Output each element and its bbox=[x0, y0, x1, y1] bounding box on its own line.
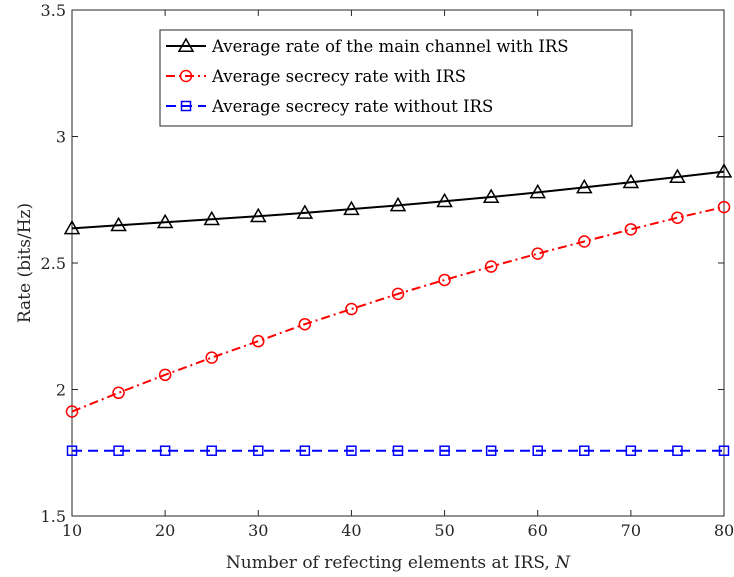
data-point bbox=[392, 445, 404, 456]
data-point bbox=[622, 173, 640, 189]
data-point bbox=[624, 223, 638, 236]
x-tick-label: 80 bbox=[714, 521, 734, 540]
data-point bbox=[299, 445, 311, 456]
data-point bbox=[159, 445, 171, 456]
data-point bbox=[203, 210, 221, 226]
legend-label: Average secrecy rate without IRS bbox=[211, 97, 493, 116]
data-point bbox=[482, 188, 500, 203]
x-tick-label: 50 bbox=[434, 521, 454, 540]
data-point bbox=[298, 317, 312, 331]
data-point bbox=[436, 192, 453, 208]
x-axis-label: Number of refecting elements at IRS, N bbox=[226, 553, 571, 573]
legend-marker bbox=[179, 69, 193, 83]
series-layer bbox=[63, 163, 733, 456]
data-point bbox=[252, 334, 265, 348]
data-point bbox=[672, 445, 683, 456]
x-tick-label: 40 bbox=[341, 521, 361, 540]
data-point bbox=[346, 445, 357, 456]
legend-marker bbox=[180, 100, 192, 112]
series-line bbox=[71, 170, 725, 230]
data-point bbox=[391, 287, 405, 301]
data-point bbox=[575, 178, 593, 194]
y-tick-label: 3 bbox=[56, 128, 66, 147]
data-point bbox=[345, 302, 358, 316]
legend-box bbox=[159, 29, 633, 127]
data-point bbox=[439, 445, 450, 456]
x-tick-label: 10 bbox=[62, 521, 82, 540]
data-point bbox=[715, 163, 733, 178]
x-tick-label: 60 bbox=[528, 521, 548, 540]
y-tick-label: 2.5 bbox=[41, 254, 66, 273]
legend-label: Average rate of the main channel with IR… bbox=[211, 37, 569, 56]
data-point bbox=[718, 445, 730, 456]
x-tick-label: 20 bbox=[155, 521, 175, 540]
data-point bbox=[669, 168, 686, 183]
legend-marker bbox=[177, 37, 195, 52]
data-point bbox=[113, 445, 124, 456]
tick-layer: 10 20 30 40 50 60 70 80 1.5 2 2.5 3 3.5 bbox=[41, 1, 734, 540]
data-point bbox=[205, 351, 218, 364]
data-point bbox=[532, 445, 543, 456]
data-point bbox=[343, 200, 360, 216]
legend-label: Average secrecy rate with IRS bbox=[211, 67, 466, 86]
data-point bbox=[578, 235, 591, 248]
series-3 bbox=[66, 445, 730, 456]
data-point bbox=[66, 445, 78, 456]
data-point bbox=[112, 386, 125, 400]
data-point bbox=[206, 445, 217, 456]
data-point bbox=[485, 445, 497, 456]
data-point bbox=[484, 260, 498, 273]
y-tick-label: 1.5 bbox=[41, 507, 66, 526]
data-point bbox=[671, 211, 684, 224]
data-point bbox=[625, 445, 637, 456]
data-point bbox=[529, 183, 547, 199]
y-axis-label: Rate (bits/Hz) bbox=[15, 203, 35, 323]
y-tick-label: 3.5 bbox=[41, 1, 66, 20]
data-point bbox=[156, 213, 174, 229]
x-tick-label: 30 bbox=[248, 521, 268, 540]
y-tick-label: 2 bbox=[56, 381, 66, 400]
data-point bbox=[531, 247, 544, 260]
data-point bbox=[249, 207, 267, 223]
x-tick-label: 70 bbox=[621, 521, 641, 540]
legend-entry: Average secrecy rate with IRS bbox=[166, 67, 466, 86]
data-point bbox=[296, 204, 314, 219]
data-point bbox=[717, 200, 731, 214]
data-point bbox=[110, 216, 127, 232]
series-line bbox=[71, 206, 725, 413]
data-point bbox=[63, 219, 81, 235]
series-1 bbox=[63, 163, 733, 235]
series-2 bbox=[65, 200, 731, 418]
legend-entry: Average rate of the main channel with IR… bbox=[166, 37, 569, 56]
data-point bbox=[438, 273, 451, 287]
data-point bbox=[389, 196, 407, 212]
data-point bbox=[158, 368, 172, 382]
data-point bbox=[253, 445, 264, 456]
data-point bbox=[65, 405, 79, 418]
legend: Average rate of the main channel with IR… bbox=[159, 29, 633, 127]
legend-entry: Average secrecy rate without IRS bbox=[166, 97, 493, 116]
data-point bbox=[579, 445, 590, 456]
